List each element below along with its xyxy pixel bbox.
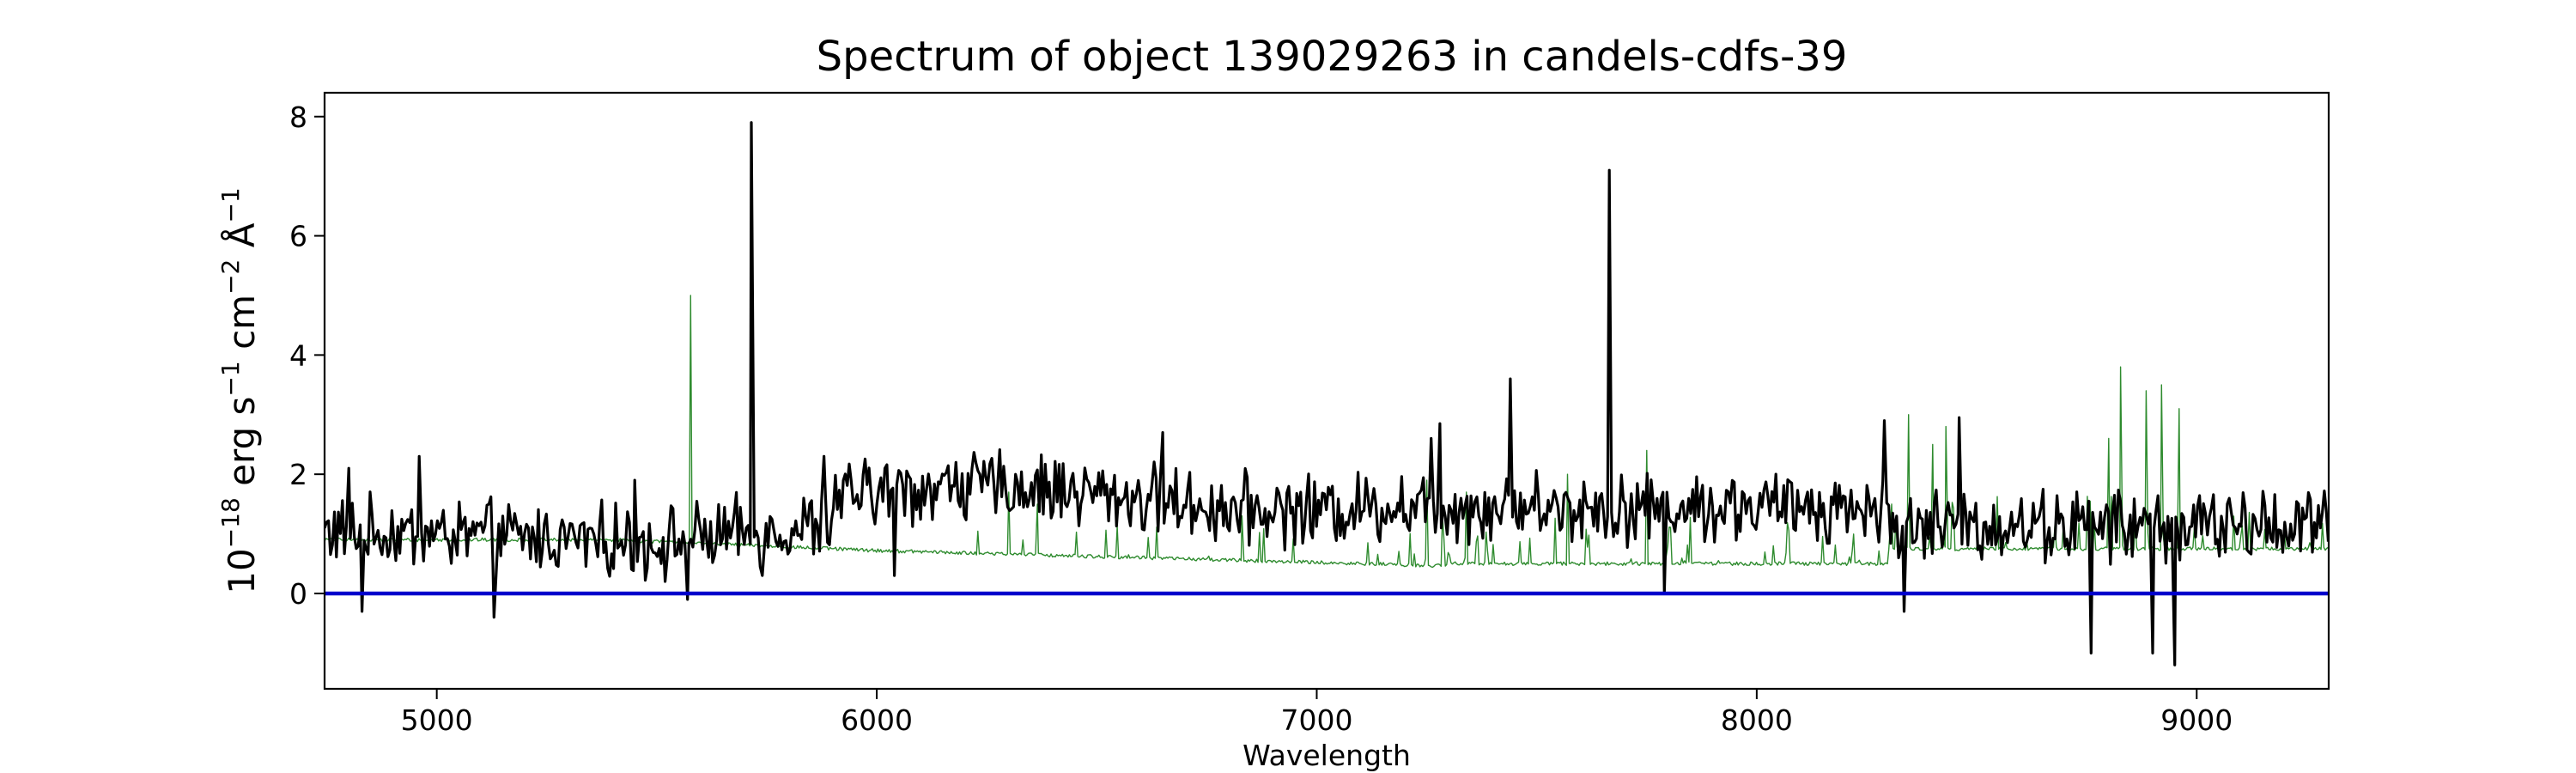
object-flux-line xyxy=(325,121,2329,666)
y-tick-label: 0 xyxy=(289,577,307,611)
x-tick-label: 8000 xyxy=(1721,703,1793,737)
x-tick-label: 5000 xyxy=(401,703,473,737)
chart-title: Spectrum of object 139029263 in candels-… xyxy=(817,33,1848,81)
y-tick-label: 8 xyxy=(289,100,307,134)
x-tick-label: 7000 xyxy=(1280,703,1352,737)
plot-area: 0 2 4 6 8 5000 6000 7000 8000 9000 xyxy=(289,91,2330,737)
series-layer xyxy=(325,121,2329,666)
y-tick-label: 4 xyxy=(289,338,307,372)
y-axis: 0 2 4 6 8 xyxy=(289,100,325,611)
x-axis: 5000 6000 7000 8000 9000 xyxy=(401,689,2233,737)
y-axis-label: 10−18 erg s−1 cm−2 Å−1 xyxy=(216,187,263,593)
y-tick-label: 6 xyxy=(289,220,307,253)
plot-frame xyxy=(323,91,2330,691)
y-tick-label: 2 xyxy=(289,458,307,491)
x-tick-label: 6000 xyxy=(841,703,913,737)
x-axis-label: Wavelength xyxy=(1242,739,1411,772)
x-tick-label: 9000 xyxy=(2160,703,2233,737)
sky-model-line xyxy=(325,295,2329,569)
